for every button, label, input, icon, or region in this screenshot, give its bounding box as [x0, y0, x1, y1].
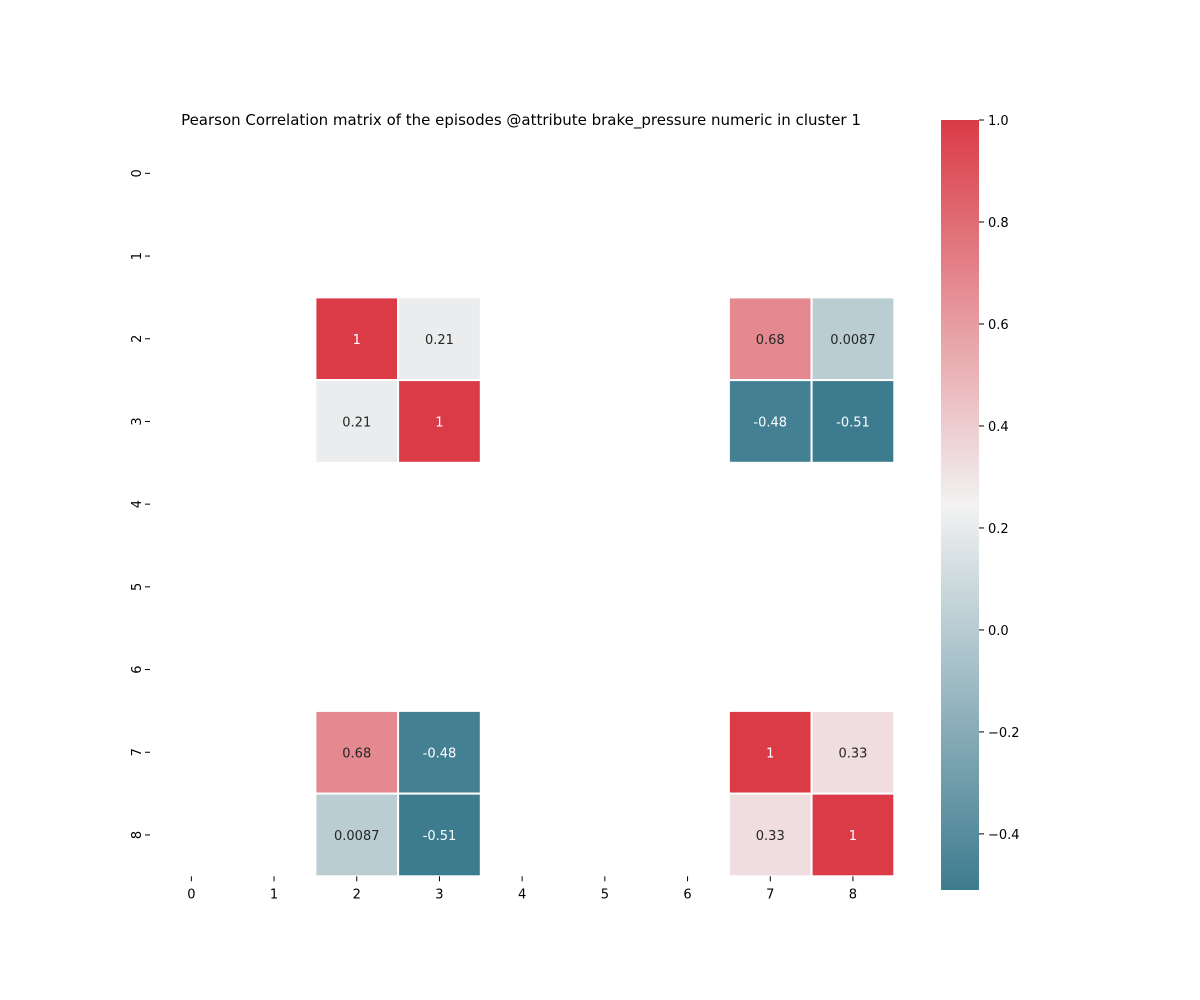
cell-value-label: 1 — [435, 415, 443, 430]
cell-value-label: -0.51 — [423, 829, 457, 844]
colorbar-tick-label: 1.0 — [988, 114, 1009, 129]
cell-value-label: 0.0087 — [830, 333, 876, 348]
y-tick-label: 4 — [130, 500, 145, 508]
heatmap-cell — [397, 379, 482, 464]
cell-value-label: 0.68 — [342, 746, 371, 761]
colorbar-axis: 1.0 0.8 0.6 0.4 0.2 0.0 −0.2 −0.4 — [979, 114, 1020, 843]
cell-value-label: 0.0087 — [334, 829, 380, 844]
cell-value-label: -0.48 — [423, 746, 457, 761]
heatmap-cell — [397, 709, 482, 795]
y-tick-label: 2 — [130, 335, 145, 343]
y-tick-label: 6 — [130, 665, 145, 673]
heatmap-cell — [397, 792, 482, 878]
cell-value-label: 0.33 — [838, 746, 867, 761]
cell-value-label: -0.51 — [836, 415, 870, 430]
heatmap-cell — [810, 296, 896, 382]
x-tick-label: 0 — [187, 887, 195, 902]
colorbar-tick-label: 0.4 — [988, 420, 1009, 435]
cell-value-label: 0.33 — [756, 829, 785, 844]
heatmap-cell — [810, 709, 896, 795]
x-axis: 0 1 2 3 4 5 6 7 8 — [187, 876, 857, 902]
x-tick-label: 2 — [353, 887, 361, 902]
x-tick-label: 3 — [435, 887, 443, 902]
x-tick-label: 8 — [849, 887, 857, 902]
y-tick-label: 3 — [130, 417, 145, 425]
y-tick-label: 1 — [130, 252, 145, 260]
colorbar-tick-label: 0.0 — [988, 624, 1009, 639]
heatmap-cell — [810, 379, 896, 464]
x-tick-label: 7 — [766, 887, 774, 902]
y-tick-label: 5 — [130, 583, 145, 591]
cell-value-label: 0.21 — [342, 415, 371, 430]
y-axis: 0 1 2 3 4 5 6 7 8 — [130, 169, 150, 839]
cell-value-label: 1 — [849, 829, 857, 844]
heatmap-cell — [727, 379, 813, 464]
x-tick-label: 5 — [601, 887, 609, 902]
heatmap-cell — [397, 296, 482, 382]
y-tick-label: 0 — [130, 169, 145, 177]
chart-title: Pearson Correlation matrix of the episod… — [181, 111, 861, 130]
x-tick-label: 1 — [270, 887, 278, 902]
y-tick-label: 7 — [130, 748, 145, 756]
colorbar-tick-label: 0.6 — [988, 318, 1009, 333]
cell-value-label: 1 — [766, 746, 774, 761]
colorbar-tick-label: 0.2 — [988, 522, 1009, 537]
x-tick-label: 4 — [518, 887, 526, 902]
x-tick-label: 6 — [683, 887, 691, 902]
y-tick-label: 8 — [130, 831, 145, 839]
cell-value-label: 1 — [353, 333, 361, 348]
colorbar — [941, 120, 979, 890]
heatmap-cell — [810, 792, 896, 878]
heatmap-cells: 1 0.21 0.68 0.0087 0.21 1 -0.48 -0.51 0.68 -0.48 1… — [314, 296, 896, 878]
heatmap-cell — [314, 296, 400, 382]
colorbar-tick-label: −0.4 — [988, 828, 1020, 843]
cell-value-label: 0.21 — [425, 333, 454, 348]
cell-value-label: 0.68 — [756, 333, 785, 348]
colorbar-tick-label: 0.8 — [988, 216, 1009, 231]
heatmap-cell — [314, 379, 400, 464]
colorbar-tick-label: −0.2 — [988, 726, 1020, 741]
cell-value-label: -0.48 — [753, 415, 787, 430]
